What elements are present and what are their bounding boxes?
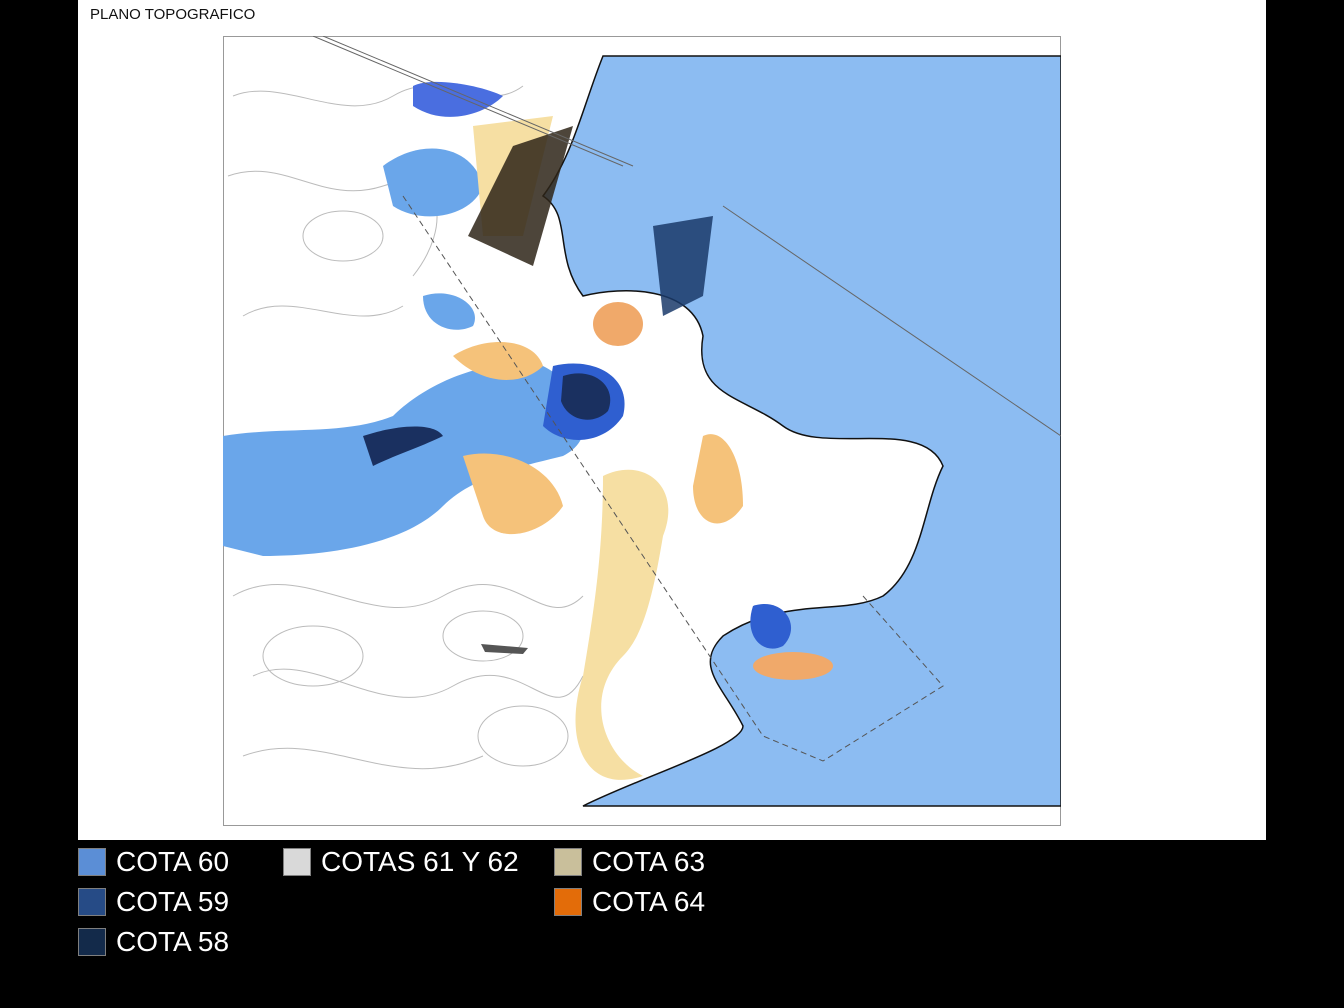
- legend-swatch: [78, 888, 106, 916]
- legend-swatch: [554, 848, 582, 876]
- legend-swatch: [78, 848, 106, 876]
- legend-item: COTA 60: [78, 846, 230, 877]
- legend-item: COTAS 61 Y 62: [283, 846, 519, 877]
- legend-label: COTA 58: [116, 926, 230, 957]
- legend-item: COTA 58: [78, 926, 230, 957]
- legend-label: COTA 64: [592, 886, 706, 917]
- topographic-map: [223, 36, 1061, 826]
- legend-item: COTA 63: [554, 846, 706, 877]
- legend-label: COTA 63: [592, 846, 706, 877]
- legend-swatch: [78, 928, 106, 956]
- legend-swatch: [554, 888, 582, 916]
- legend-swatch: [283, 848, 311, 876]
- legend-item: COTA 64: [554, 886, 706, 917]
- title: PLANO TOPOGRAFICO: [90, 6, 256, 23]
- legend-label: COTA 60: [116, 846, 230, 877]
- legend-item: COTA 59: [78, 886, 230, 917]
- legend-label: COTAS 61 Y 62: [321, 846, 519, 877]
- legend-label: COTA 59: [116, 886, 230, 917]
